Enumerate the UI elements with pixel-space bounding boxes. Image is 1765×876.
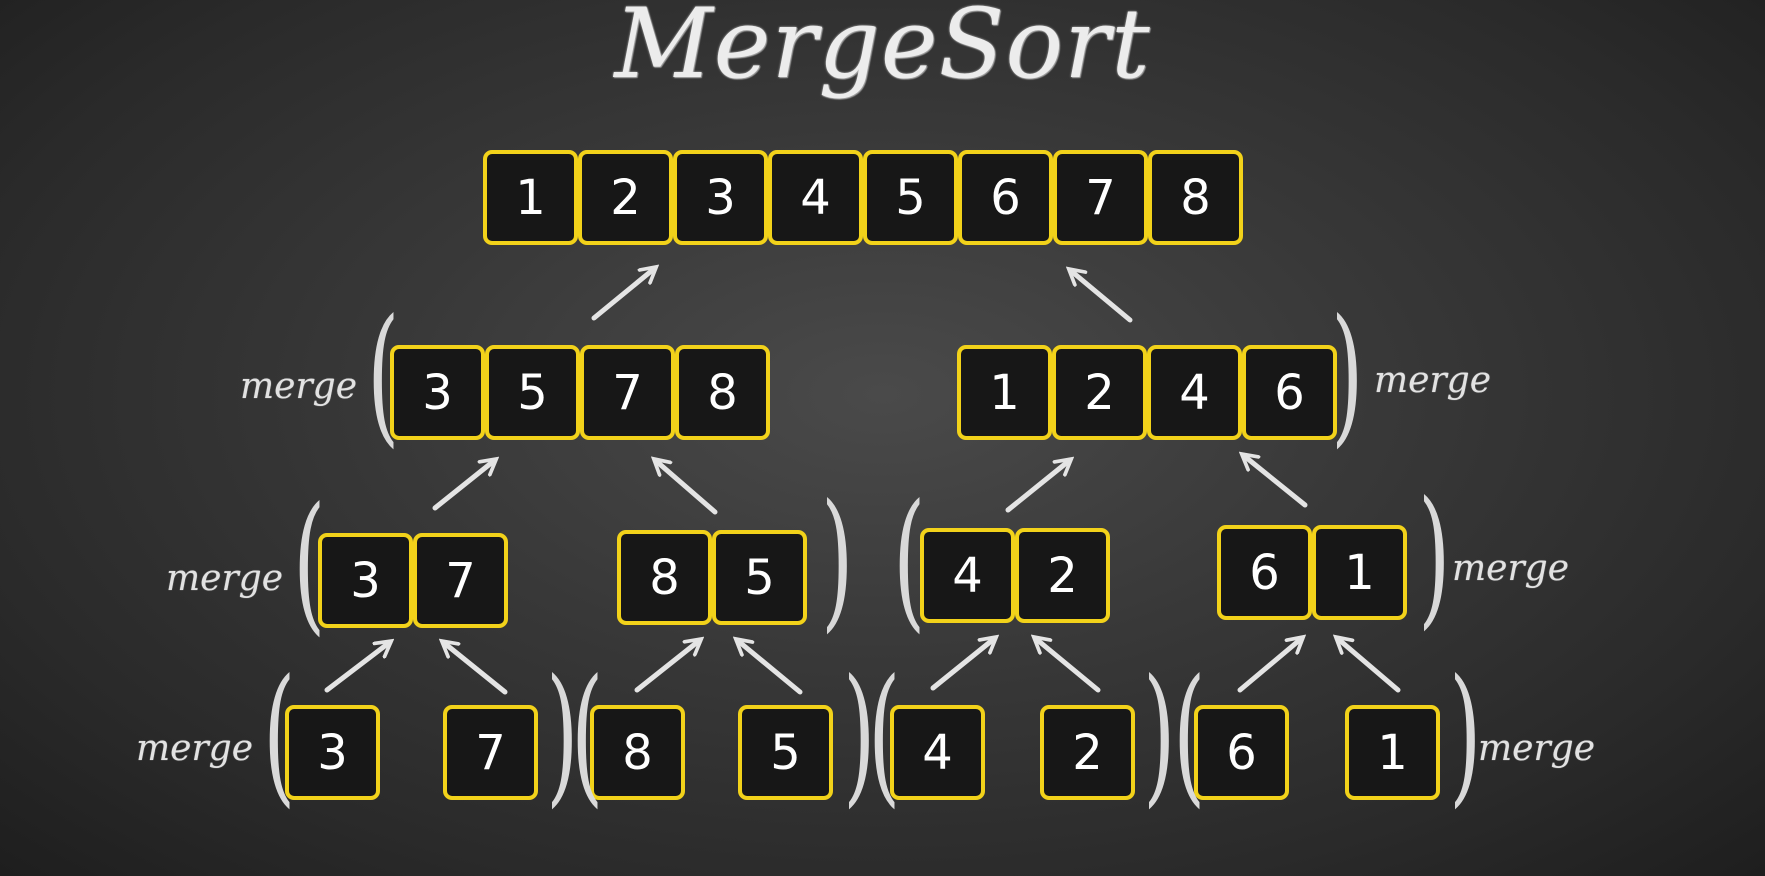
- array-cell: 2: [578, 150, 673, 245]
- arrow: [443, 642, 508, 695]
- arrow: [591, 268, 655, 321]
- array-cell: 8: [1148, 150, 1243, 245]
- array-cell: 7: [443, 705, 538, 800]
- open-paren: (: [263, 648, 296, 822]
- merge-label: merge: [240, 366, 357, 407]
- array-cell: 4: [890, 705, 985, 800]
- open-paren: (: [1173, 648, 1206, 822]
- array-cell: 7: [413, 533, 508, 628]
- array-cell: 7: [580, 345, 675, 440]
- array-cell: 2: [1052, 345, 1147, 440]
- merge-label: merge: [136, 728, 253, 769]
- merge-label: merge: [1374, 360, 1491, 401]
- array-cell: 7: [1053, 150, 1148, 245]
- array-cell: 4: [768, 150, 863, 245]
- close-paren: ): [821, 473, 854, 647]
- array-cell: 3: [673, 150, 768, 245]
- open-paren: (: [367, 288, 400, 462]
- open-paren: (: [868, 648, 901, 822]
- diagram-title: MergeSort: [614, 0, 1151, 100]
- arrow: [1070, 270, 1133, 323]
- array-cell: 3: [285, 705, 380, 800]
- array-cell: 4: [1147, 345, 1242, 440]
- arrow: [432, 460, 495, 511]
- close-paren: ): [546, 648, 579, 822]
- open-paren: (: [571, 648, 604, 822]
- arrow: [1237, 638, 1302, 693]
- arrow: [1005, 460, 1070, 513]
- array-cell: 5: [712, 530, 807, 625]
- arrow: [1337, 638, 1401, 693]
- open-paren: (: [293, 476, 326, 650]
- arrow: [1243, 455, 1308, 508]
- array-cell: 5: [485, 345, 580, 440]
- array-cell: 8: [617, 530, 712, 625]
- arrow: [655, 460, 718, 515]
- arrow: [634, 640, 700, 693]
- merge-label: merge: [166, 558, 283, 599]
- array-cell: 6: [1217, 525, 1312, 620]
- array-cell: 2: [1040, 705, 1135, 800]
- arrow: [737, 640, 803, 695]
- array-cell: 6: [1194, 705, 1289, 800]
- arrow: [1035, 638, 1101, 693]
- merge-label: merge: [1478, 728, 1595, 769]
- array-cell: 5: [738, 705, 833, 800]
- arrow: [324, 642, 390, 693]
- close-paren: ): [1449, 648, 1482, 822]
- array-cell: 1: [1345, 705, 1440, 800]
- array-cell: 4: [920, 528, 1015, 623]
- array-cell: 6: [1242, 345, 1337, 440]
- array-cell: 3: [390, 345, 485, 440]
- open-paren: (: [893, 473, 926, 647]
- close-paren: ): [843, 648, 876, 822]
- merge-label: merge: [1452, 548, 1569, 589]
- array-cell: 1: [483, 150, 578, 245]
- array-cell: 8: [590, 705, 685, 800]
- close-paren: ): [1418, 470, 1451, 644]
- array-cell: 1: [957, 345, 1052, 440]
- array-cell: 6: [958, 150, 1053, 245]
- array-cell: 5: [863, 150, 958, 245]
- close-paren: ): [1331, 288, 1364, 462]
- array-cell: 2: [1015, 528, 1110, 623]
- arrow: [930, 638, 995, 691]
- array-cell: 8: [675, 345, 770, 440]
- array-cell: 1: [1312, 525, 1407, 620]
- array-cell: 3: [318, 533, 413, 628]
- close-paren: ): [1143, 648, 1176, 822]
